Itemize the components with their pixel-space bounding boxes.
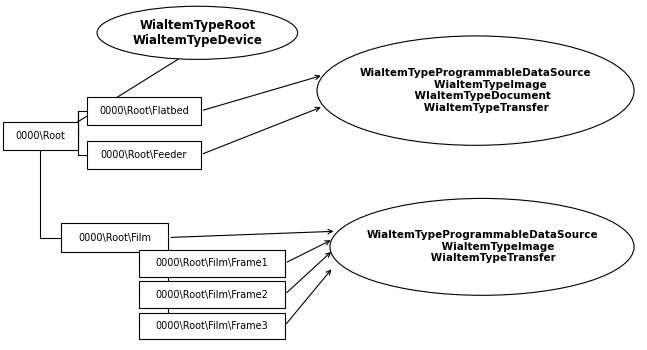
Text: 0000\Root\Flatbed: 0000\Root\Flatbed — [99, 106, 189, 116]
FancyBboxPatch shape — [139, 250, 285, 276]
Text: 0000\Root: 0000\Root — [16, 131, 65, 141]
Text: WialtemTypeRoot
WialtemTypeDevice: WialtemTypeRoot WialtemTypeDevice — [133, 19, 262, 47]
FancyBboxPatch shape — [139, 313, 285, 339]
Ellipse shape — [330, 198, 634, 295]
Text: 0000\Root\Film\Frame2: 0000\Root\Film\Frame2 — [155, 289, 269, 300]
Text: 0000\Root\Film\Frame1: 0000\Root\Film\Frame1 — [155, 258, 269, 268]
FancyBboxPatch shape — [87, 97, 201, 125]
Text: 0000\Root\Film\Frame3: 0000\Root\Film\Frame3 — [155, 321, 269, 331]
Text: WialtemTypeProgrammableDataSource
        WialtemTypeImage
    WIaltemTypeDocume: WialtemTypeProgrammableDataSource Wialte… — [360, 68, 591, 113]
Text: 0000\Root\Film: 0000\Root\Film — [78, 232, 151, 243]
Ellipse shape — [97, 6, 298, 60]
Text: 0000\Root\Feeder: 0000\Root\Feeder — [101, 150, 187, 160]
FancyBboxPatch shape — [87, 141, 201, 169]
FancyBboxPatch shape — [3, 122, 78, 150]
FancyBboxPatch shape — [61, 223, 168, 252]
Text: WialtemTypeProgrammableDataSource
         WialtemTypeImage
      WialtemTypeTra: WialtemTypeProgrammableDataSource Wialte… — [366, 230, 598, 264]
Ellipse shape — [317, 36, 634, 145]
FancyBboxPatch shape — [139, 281, 285, 308]
